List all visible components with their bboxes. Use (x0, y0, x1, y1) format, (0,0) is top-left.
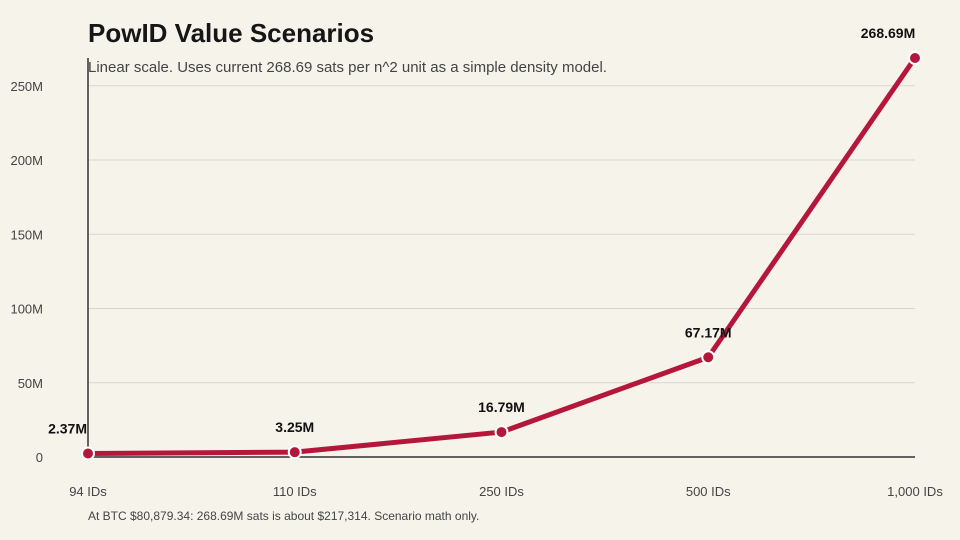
y-tick-label: 250M (10, 79, 43, 94)
data-point (81, 446, 95, 461)
y-tick-label: 0 (36, 450, 43, 465)
x-tick-label: 250 IDs (479, 484, 524, 499)
data-label: 3.25M (275, 419, 314, 435)
data-label: 16.79M (478, 399, 525, 415)
y-tick-label: 200M (10, 153, 43, 168)
data-label: 67.17M (685, 324, 732, 340)
x-tick-label: 1,000 IDs (887, 484, 943, 499)
data-label: 2.37M (48, 420, 87, 436)
x-tick-label: 94 IDs (69, 484, 107, 499)
data-point (494, 425, 509, 440)
data-point (287, 445, 302, 460)
data-point (701, 350, 716, 365)
y-tick-label: 100M (10, 302, 43, 317)
data-label: 268.69M (861, 25, 915, 41)
chart-title: PowID Value Scenarios (88, 18, 375, 48)
series-line (85, 55, 918, 456)
data-point (908, 51, 922, 65)
y-tick-label: 50M (18, 376, 43, 391)
x-tick-label: 500 IDs (686, 484, 731, 499)
chart-subtitle: Linear scale. Uses current 268.69 sats p… (88, 59, 607, 76)
x-tick-label: 110 IDs (273, 484, 317, 499)
chart-footnote: At BTC $80,879.34: 268.69M sats is about… (88, 509, 480, 523)
y-tick-label: 150M (10, 227, 43, 242)
